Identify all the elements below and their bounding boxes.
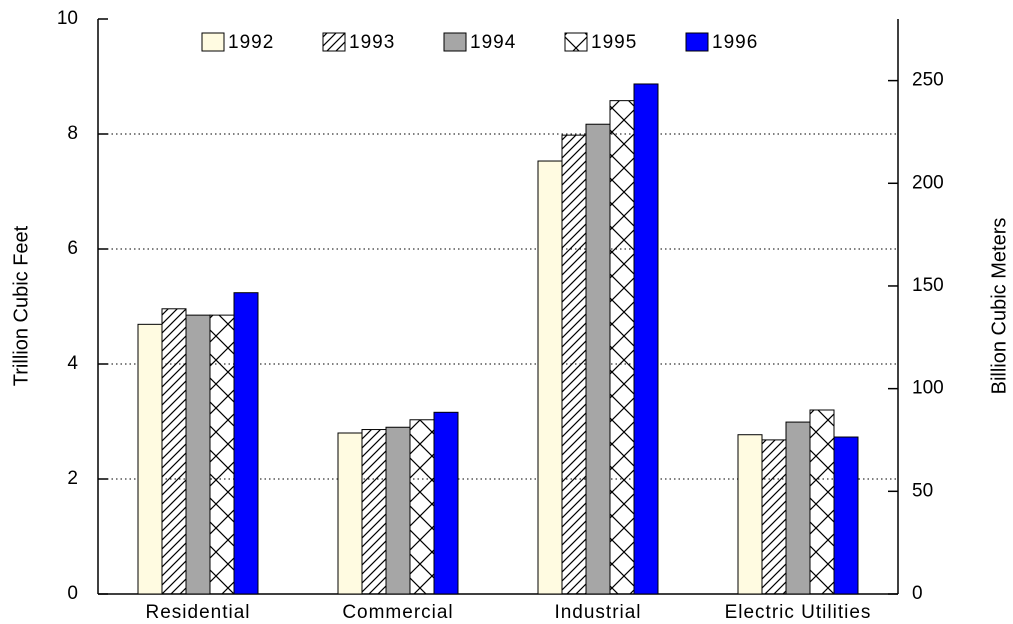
y-tick-label: 0 [67, 583, 78, 604]
y2-tick-label: 0 [912, 583, 923, 604]
bar [537, 160, 563, 595]
bar [737, 434, 763, 595]
y2-tick-label: 200 [912, 172, 944, 193]
bar [361, 429, 387, 595]
bar [433, 411, 459, 595]
legend-label: 1995 [591, 32, 637, 53]
legend-label: 1994 [470, 32, 516, 53]
y-axis-label: Trillion Cubic Feet [10, 225, 32, 386]
bar [161, 308, 187, 595]
bar [233, 292, 259, 595]
x-tick-label: Electric Utilities [725, 602, 872, 623]
legend-label: 1992 [228, 32, 274, 53]
legend-swatch [443, 32, 467, 52]
legend-label: 1993 [349, 32, 395, 53]
y2-tick-label: 50 [912, 480, 933, 501]
x-tick-label: Industrial [554, 602, 641, 623]
x-tick-label: Commercial [342, 602, 453, 623]
y2-axis-label: Billion Cubic Meters [988, 218, 1010, 395]
legend-swatch [201, 32, 225, 52]
y2-tick-label: 100 [912, 378, 944, 399]
bar [209, 314, 235, 595]
bar [409, 419, 435, 595]
y-tick-label: 4 [67, 353, 78, 374]
y2-tick-label: 150 [912, 275, 944, 296]
legend-label: 1996 [712, 32, 758, 53]
bar [337, 432, 363, 595]
bar [833, 436, 859, 595]
bar [809, 409, 835, 595]
bar [785, 421, 811, 595]
legend-swatch [564, 32, 588, 52]
x-tick-label: Residential [146, 602, 251, 623]
legend-swatch [685, 32, 709, 52]
bar [609, 100, 635, 595]
y-tick-label: 2 [67, 468, 78, 489]
bar [385, 426, 411, 595]
y-tick-label: 10 [57, 8, 78, 29]
bar [761, 439, 787, 595]
y2-tick-label: 250 [912, 70, 944, 91]
bar [185, 314, 211, 595]
bar [561, 134, 587, 595]
legend-swatch [322, 32, 346, 52]
y-tick-label: 6 [67, 238, 78, 259]
bar [137, 323, 163, 595]
bar [585, 123, 611, 595]
bar [633, 83, 659, 595]
y-tick-label: 8 [67, 123, 78, 144]
